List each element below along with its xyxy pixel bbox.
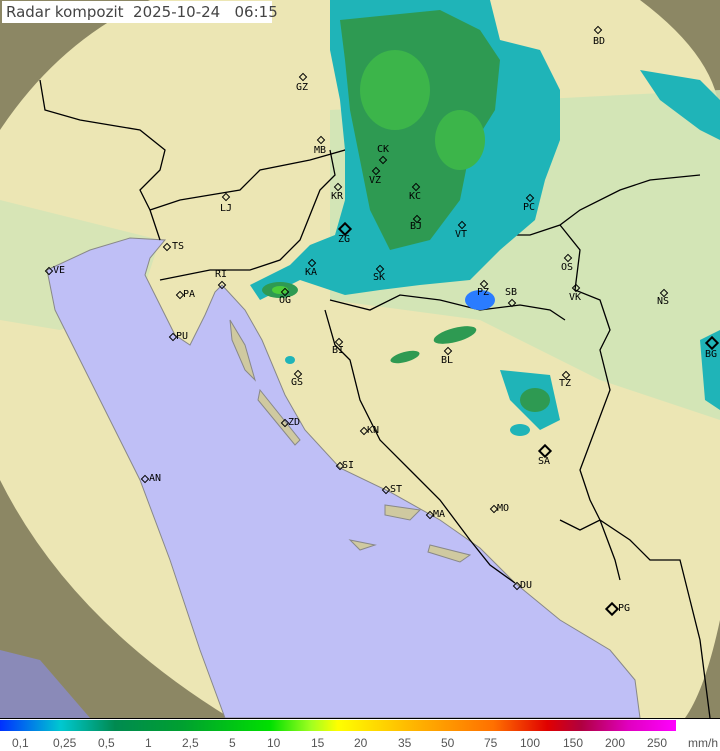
map-title: Radar kompozit 2025-10-24 06:15 <box>2 1 278 23</box>
scale-tick: 200 <box>605 736 626 750</box>
city-label[interactable]: DU <box>520 580 533 591</box>
scale-tick: 10 <box>267 736 281 750</box>
scale-tick: 0,1 <box>12 736 29 750</box>
city-label[interactable]: GS <box>291 377 304 388</box>
radar-map[interactable]: Radar kompozit 2025-10-24 06:15 BD GZ MB… <box>0 0 720 719</box>
city-label[interactable]: TS <box>172 241 185 252</box>
city-label[interactable]: ZG <box>338 234 351 245</box>
city-label[interactable]: AN <box>149 473 162 484</box>
scale-tick: 0,25 <box>53 736 77 750</box>
city-label[interactable]: OG <box>279 295 292 306</box>
city-label[interactable]: VK <box>569 292 582 303</box>
scale-tick: 1 <box>145 736 152 750</box>
city-label[interactable]: PC <box>523 202 536 213</box>
city-label[interactable]: SB <box>505 287 518 298</box>
city-label[interactable]: SI <box>342 460 355 471</box>
city-label[interactable]: NS <box>657 296 670 307</box>
scale-tick: 2,5 <box>182 736 199 750</box>
scale-tick: 35 <box>398 736 412 750</box>
city-label[interactable]: KA <box>305 267 318 278</box>
city-label[interactable]: OS <box>561 262 574 273</box>
city-label[interactable]: SK <box>373 272 386 283</box>
scale-tick: 15 <box>311 736 325 750</box>
city-label[interactable]: KC <box>409 191 422 202</box>
city-label[interactable]: MA <box>433 509 446 520</box>
precipitation-color-scale <box>0 720 676 731</box>
city-label[interactable]: PG <box>618 603 631 614</box>
city-label[interactable]: VE <box>53 265 66 276</box>
scale-tick: 0,5 <box>98 736 115 750</box>
city-label[interactable]: LJ <box>220 203 233 214</box>
city-label[interactable]: VZ <box>369 175 382 186</box>
scale-tick: 50 <box>441 736 455 750</box>
city-label[interactable]: GZ <box>296 82 309 93</box>
city-label[interactable]: BD <box>593 36 606 47</box>
city-label[interactable]: MO <box>497 503 510 514</box>
scale-tick: 100 <box>520 736 541 750</box>
city-label[interactable]: MB <box>314 145 327 156</box>
city-label[interactable]: PZ <box>477 287 490 298</box>
city-label[interactable]: PU <box>176 331 189 342</box>
city-label[interactable]: PA <box>183 289 196 300</box>
scale-tick: 75 <box>484 736 498 750</box>
city-label[interactable]: ZD <box>288 417 301 428</box>
scale-tick: 150 <box>563 736 584 750</box>
precipitation-echoes <box>250 0 720 436</box>
city-label[interactable]: BL <box>441 355 454 366</box>
map-canvas <box>0 0 720 718</box>
city-label[interactable]: SA <box>538 456 551 467</box>
scale-unit: mm/h <box>688 736 718 750</box>
city-label[interactable]: TZ <box>559 378 572 389</box>
city-label[interactable]: BG <box>705 349 718 360</box>
scale-tick: 250 <box>647 736 668 750</box>
city-label[interactable]: ST <box>390 484 403 495</box>
city-label[interactable]: KR <box>331 191 344 202</box>
city-label[interactable]: RI <box>215 269 228 280</box>
sea-out-of-range <box>0 650 90 718</box>
adriatic-sea <box>46 237 641 718</box>
city-label[interactable]: BJ <box>410 221 423 232</box>
scale-tick: 5 <box>229 736 236 750</box>
islands <box>229 319 472 563</box>
city-label[interactable]: BI <box>332 345 345 356</box>
city-label[interactable]: CK <box>377 144 390 155</box>
city-label[interactable]: KN <box>367 425 380 436</box>
scale-tick-labels: 0,1 0,25 0,5 1 2,5 5 10 15 20 35 50 75 1… <box>0 736 720 751</box>
scale-tick: 20 <box>354 736 368 750</box>
city-label[interactable]: VT <box>455 229 468 240</box>
